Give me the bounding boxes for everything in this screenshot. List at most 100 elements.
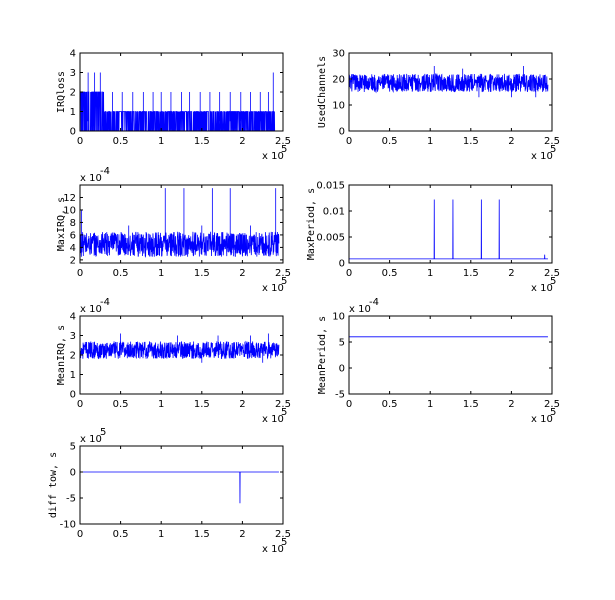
y-tick-label: 30 — [332, 49, 345, 60]
y-axis-label: diff tow, s — [48, 452, 59, 518]
series-line — [80, 72, 276, 131]
x-tick-label: 0.5 — [113, 399, 129, 410]
x-exponent-base: x 10 — [531, 151, 553, 162]
x-tick-label: 2.5 — [275, 399, 291, 410]
y-tick-label: 0 — [70, 390, 76, 401]
y-axis-label: UsedChannels — [317, 56, 328, 128]
x-exponent-power: 5 — [281, 144, 287, 155]
x-tick-label: 2 — [239, 399, 245, 410]
y-tick-label: 4 — [70, 312, 76, 323]
y-tick-label: 20 — [332, 75, 345, 86]
x-tick-label: 1.5 — [194, 268, 210, 279]
y-tick-label: 1 — [70, 107, 76, 118]
y-axis-label: MaxPeriod, s — [306, 188, 317, 260]
x-exponent-base: x 10 — [262, 283, 284, 294]
x-tick-label: 0.5 — [113, 529, 129, 540]
y-tick-label: 1 — [70, 370, 76, 381]
y-tick-label: 0.015 — [316, 181, 345, 192]
series-line — [80, 188, 280, 258]
x-exponent-base: x 10 — [262, 151, 284, 162]
y-tick-label: 12 — [63, 193, 76, 204]
x-tick-label: 1.5 — [463, 268, 479, 279]
x-tick-label: 1 — [427, 136, 433, 147]
x-exponent-power: 5 — [281, 537, 287, 548]
x-tick-label: 0.5 — [382, 268, 398, 279]
series-line — [80, 471, 279, 504]
axes-frame — [348, 184, 553, 264]
x-tick-label: 2.5 — [275, 136, 291, 147]
y-axis-label: MaxIRQ, s — [56, 197, 67, 251]
y-tick-label: 4 — [70, 49, 76, 60]
subplot-irqloss: IRQloss 0 0.5 1 1.5 2 2.5 0 1 2 3 4 x 105 — [56, 49, 291, 163]
series-line — [349, 66, 549, 98]
x-exponent-base: x 10 — [262, 544, 284, 555]
y-tick-label: 5 — [70, 442, 76, 453]
y-tick-label: 0 — [339, 259, 345, 270]
x-exponent-power: 5 — [281, 407, 287, 418]
x-tick-label: 2.5 — [544, 268, 560, 279]
y-tick-label: 0 — [70, 468, 76, 479]
x-tick-label: 1 — [158, 136, 164, 147]
y-tick-label: 6 — [70, 230, 76, 241]
y-tick-label: 2 — [70, 351, 76, 362]
x-tick-label: 1 — [427, 399, 433, 410]
x-tick-label: 0 — [77, 399, 83, 410]
x-tick-label: 2.5 — [275, 529, 291, 540]
x-tick-label: 1.5 — [194, 399, 210, 410]
axes-frame — [348, 315, 553, 395]
x-tick-label: 2 — [508, 268, 514, 279]
x-exponent-power: 5 — [550, 407, 556, 418]
y-tick-label: -10 — [60, 520, 76, 531]
y-exponent-power: -4 — [369, 297, 379, 308]
x-tick-label: 1.5 — [194, 136, 210, 147]
y-tick-label: 0 — [70, 127, 76, 138]
series-line — [80, 333, 280, 363]
x-tick-label: 2.5 — [275, 268, 291, 279]
y-tick-label: 3 — [70, 331, 76, 342]
x-tick-label: 2 — [239, 529, 245, 540]
y-exponent-base: x 10 — [80, 304, 102, 315]
y-tick-label: 0.005 — [316, 233, 345, 244]
axes-frame — [79, 445, 284, 525]
x-exponent-base: x 10 — [531, 414, 553, 425]
subplot-maxperiod: MaxPeriod, s 0 0.5 1 1.5 2 2.5 0 0.005 0.01 0.015… — [306, 181, 560, 295]
x-tick-label: 2 — [239, 136, 245, 147]
y-tick-label: 0.01 — [323, 207, 345, 218]
y-tick-label: 10 — [63, 205, 76, 216]
y-axis-label: IRQloss — [56, 71, 67, 113]
x-tick-label: 2.5 — [544, 136, 560, 147]
axes-frame — [79, 184, 284, 264]
y-axis-label: MeanPeriod, s — [317, 316, 328, 394]
x-tick-label: 0.5 — [382, 399, 398, 410]
y-axis-label: MeanIRQ, s — [56, 325, 67, 385]
y-tick-label: 2 — [70, 255, 76, 266]
x-tick-label: 0 — [77, 529, 83, 540]
y-exponent-base: x 10 — [349, 304, 371, 315]
x-tick-label: 1 — [427, 268, 433, 279]
y-tick-label: 8 — [70, 218, 76, 229]
x-exponent-power: 5 — [550, 144, 556, 155]
x-exponent-base: x 10 — [531, 283, 553, 294]
x-tick-label: 0 — [346, 136, 352, 147]
x-tick-label: 0.5 — [113, 136, 129, 147]
x-tick-label: 0 — [77, 136, 83, 147]
x-tick-label: 0.5 — [113, 268, 129, 279]
y-tick-label: 10 — [332, 101, 345, 112]
y-exponent-base: x 10 — [80, 434, 102, 445]
x-tick-label: 1.5 — [463, 136, 479, 147]
x-tick-label: 0 — [346, 268, 352, 279]
x-exponent-power: 5 — [281, 276, 287, 287]
y-tick-label: -5 — [335, 390, 345, 401]
y-tick-label: -5 — [66, 494, 76, 505]
subplot-usedchannels: UsedChannels 0 0.5 1 1.5 2 2.5 0 10 20 30 x 105 — [317, 49, 560, 163]
x-exponent-power: 5 — [550, 276, 556, 287]
x-tick-label: 1 — [158, 268, 164, 279]
x-tick-label: 0 — [77, 268, 83, 279]
x-tick-label: 1.5 — [463, 399, 479, 410]
x-tick-label: 2 — [508, 136, 514, 147]
x-tick-label: 1.5 — [194, 529, 210, 540]
